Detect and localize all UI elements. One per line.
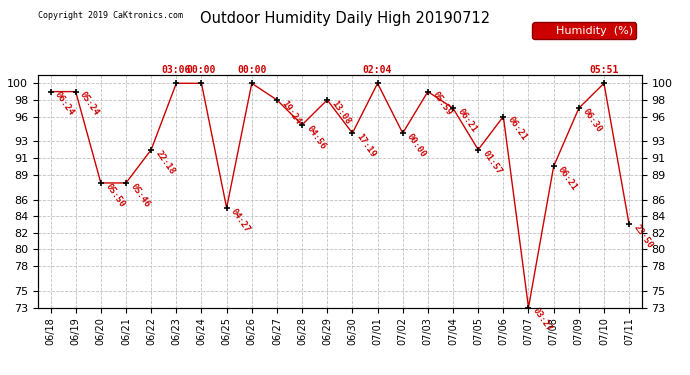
Text: 23:50: 23:50 <box>631 223 654 251</box>
Text: 00:00: 00:00 <box>405 132 428 159</box>
Text: 19:24: 19:24 <box>279 99 302 126</box>
Text: 05:24: 05:24 <box>78 90 101 117</box>
Text: 00:00: 00:00 <box>187 65 216 75</box>
Text: 06:21: 06:21 <box>506 115 529 142</box>
Legend: Humidity  (%): Humidity (%) <box>533 22 636 39</box>
Text: 13:08: 13:08 <box>330 99 353 126</box>
Text: 05:46: 05:46 <box>128 182 151 209</box>
Text: 03:27: 03:27 <box>531 306 554 333</box>
Text: 05:50: 05:50 <box>104 182 126 209</box>
Text: Outdoor Humidity Daily High 20190712: Outdoor Humidity Daily High 20190712 <box>200 11 490 26</box>
Text: 06:21: 06:21 <box>455 107 478 134</box>
Text: 02:04: 02:04 <box>363 65 392 75</box>
Text: 17:19: 17:19 <box>355 132 377 159</box>
Text: 06:24: 06:24 <box>53 90 76 117</box>
Text: 01:57: 01:57 <box>481 148 504 176</box>
Text: 06:21: 06:21 <box>556 165 579 192</box>
Text: 04:27: 04:27 <box>229 207 252 234</box>
Text: 05:59: 05:59 <box>431 90 453 117</box>
Text: 00:00: 00:00 <box>237 65 266 75</box>
Text: 03:06: 03:06 <box>161 65 191 75</box>
Text: 04:56: 04:56 <box>304 124 328 151</box>
Text: 22:18: 22:18 <box>154 148 177 176</box>
Text: Copyright 2019 CaKtronics.com: Copyright 2019 CaKtronics.com <box>38 11 183 20</box>
Text: 05:51: 05:51 <box>589 65 619 75</box>
Text: 06:30: 06:30 <box>582 107 604 134</box>
